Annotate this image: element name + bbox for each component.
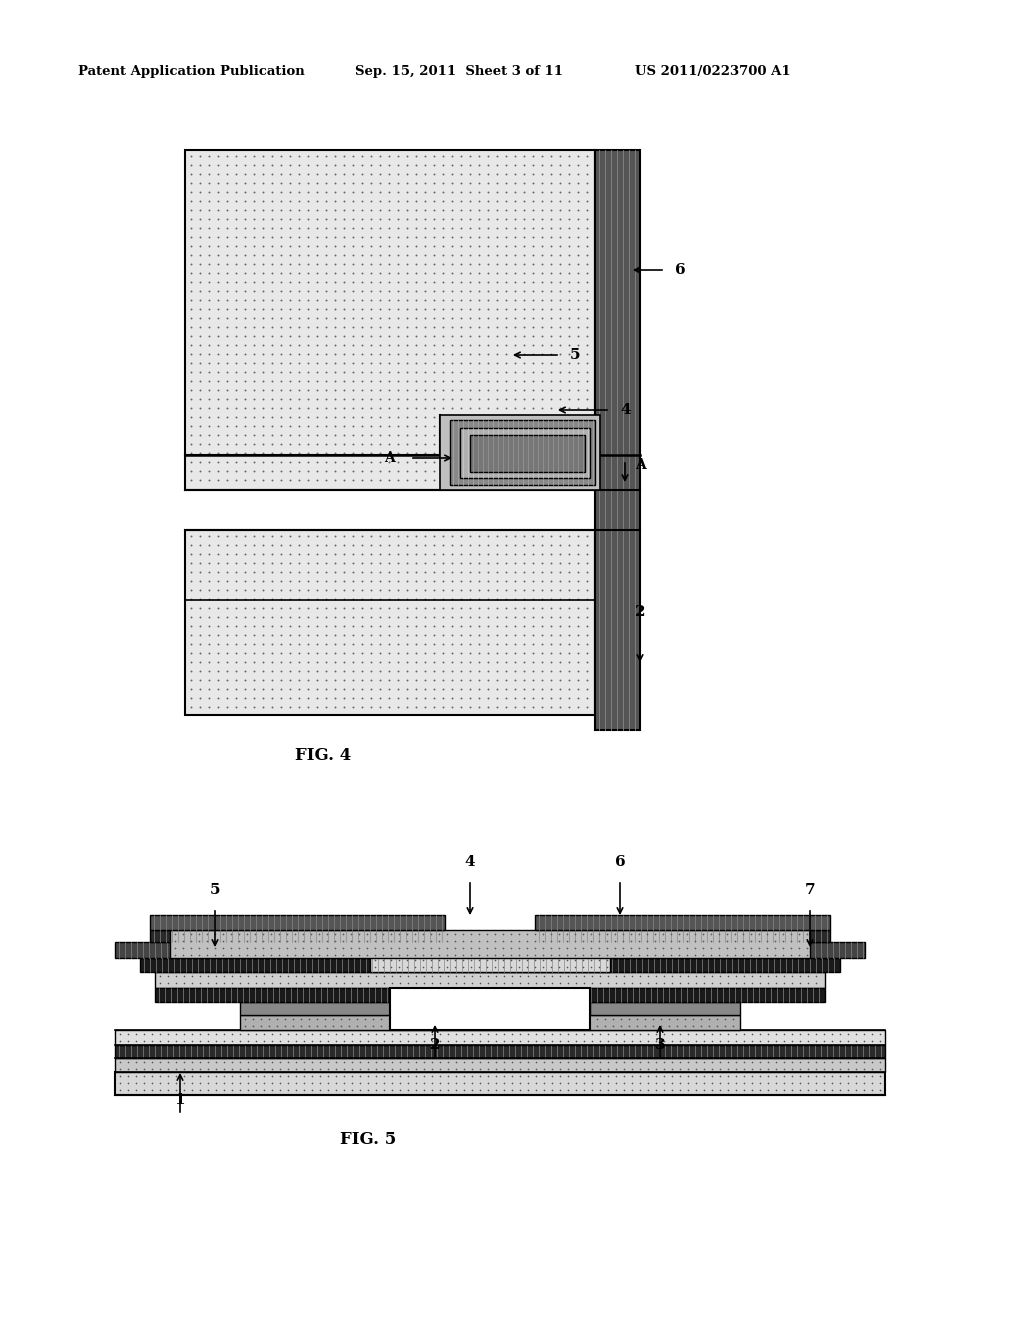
Bar bbox=[370, 942, 610, 972]
Bar bbox=[185, 150, 595, 490]
Bar bbox=[470, 436, 585, 473]
Bar bbox=[115, 1072, 885, 1096]
Text: 5: 5 bbox=[570, 348, 581, 362]
Text: A: A bbox=[384, 451, 395, 465]
Text: US 2011/0223700 A1: US 2011/0223700 A1 bbox=[635, 65, 791, 78]
Text: A: A bbox=[635, 458, 646, 473]
Bar bbox=[535, 931, 830, 942]
Text: FIG. 4: FIG. 4 bbox=[295, 747, 351, 763]
Text: 6: 6 bbox=[614, 855, 626, 869]
Bar bbox=[155, 987, 435, 1002]
Text: 1: 1 bbox=[175, 1093, 185, 1107]
Bar bbox=[240, 1015, 740, 1030]
Text: Sep. 15, 2011  Sheet 3 of 11: Sep. 15, 2011 Sheet 3 of 11 bbox=[355, 65, 563, 78]
Bar bbox=[240, 1002, 390, 1015]
Text: 2: 2 bbox=[430, 1038, 440, 1052]
Bar bbox=[450, 420, 595, 484]
Bar bbox=[150, 931, 445, 942]
Bar bbox=[390, 987, 590, 1030]
Text: 7: 7 bbox=[805, 883, 815, 898]
Bar bbox=[115, 1030, 885, 1045]
Text: FIG. 5: FIG. 5 bbox=[340, 1131, 396, 1148]
Bar bbox=[155, 972, 825, 987]
Bar bbox=[460, 428, 590, 478]
Text: 3: 3 bbox=[654, 1038, 666, 1052]
Bar bbox=[590, 1002, 740, 1015]
Text: 4: 4 bbox=[465, 855, 475, 869]
Bar bbox=[150, 915, 445, 931]
Bar bbox=[440, 414, 600, 490]
Bar bbox=[170, 931, 810, 958]
Bar bbox=[115, 1059, 885, 1072]
Bar bbox=[115, 1045, 885, 1059]
Text: 4: 4 bbox=[620, 403, 631, 417]
Bar bbox=[535, 915, 830, 931]
Bar bbox=[115, 942, 865, 958]
Bar bbox=[185, 531, 595, 715]
Text: 5: 5 bbox=[210, 883, 220, 898]
Text: 2: 2 bbox=[635, 605, 645, 619]
Bar bbox=[140, 958, 840, 972]
Bar bbox=[595, 150, 640, 730]
Bar bbox=[545, 987, 825, 1002]
Text: Patent Application Publication: Patent Application Publication bbox=[78, 65, 305, 78]
Text: 6: 6 bbox=[675, 263, 686, 277]
